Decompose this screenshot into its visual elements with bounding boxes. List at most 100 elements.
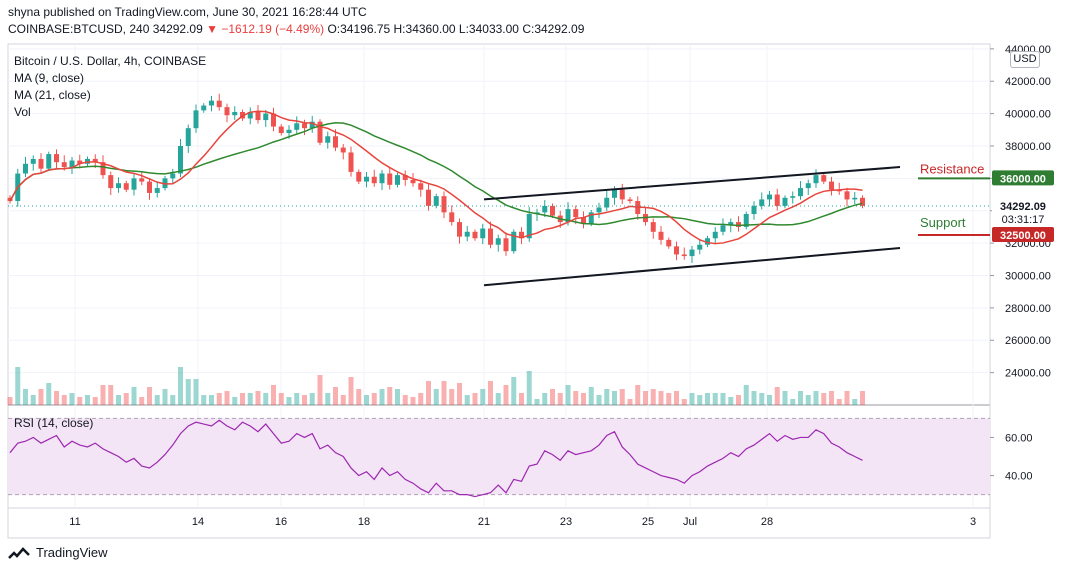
volume-legend[interactable]: Vol <box>14 105 31 119</box>
candle-body <box>495 238 501 245</box>
volume-bar <box>519 393 524 405</box>
resistance-label: Resistance <box>920 161 984 176</box>
price-tick-label: 42000.00 <box>1005 76 1051 88</box>
candle-body <box>7 197 13 202</box>
volume-bar <box>309 393 315 405</box>
volume-bar <box>588 387 594 405</box>
brand-name: TradingView <box>36 545 108 560</box>
candle-body <box>356 171 362 182</box>
volume-bar <box>410 397 416 405</box>
candle-body <box>402 175 408 180</box>
volume-bar <box>821 393 827 405</box>
volume-bar <box>697 395 703 405</box>
volume-bar <box>54 391 59 405</box>
candle-body <box>852 197 858 200</box>
candle-body <box>782 197 788 206</box>
volume-bar <box>38 389 44 405</box>
volume-bar <box>596 395 602 405</box>
volume-bar <box>565 385 571 405</box>
candle-body <box>278 126 284 134</box>
rsi-legend[interactable]: RSI (14, close) <box>14 416 94 430</box>
candle-body <box>488 228 493 245</box>
candle-body <box>178 145 183 174</box>
currency-button[interactable]: USD <box>1010 51 1040 68</box>
candle-body <box>767 194 772 200</box>
volume-bar <box>15 367 21 405</box>
candle-body <box>379 173 385 184</box>
volume-bar <box>402 395 408 405</box>
candle-body <box>604 197 610 208</box>
candle-body <box>619 189 625 200</box>
volume-bar <box>85 395 90 405</box>
volume-bar <box>61 395 67 405</box>
candle-body <box>790 196 796 198</box>
candle-body <box>464 231 470 237</box>
candle-body <box>697 244 703 250</box>
candle-body <box>46 154 52 169</box>
candle-body <box>100 162 106 176</box>
candle-body <box>759 199 765 206</box>
support-label: Support <box>920 215 966 230</box>
ma9-line <box>9 110 863 245</box>
volume-bar <box>100 385 106 405</box>
volume-bar <box>681 399 687 405</box>
volume-bar <box>294 393 300 405</box>
candle-body <box>511 231 517 252</box>
volume-bar <box>782 391 788 405</box>
candle-body <box>805 183 811 189</box>
rsi-line <box>9 419 863 498</box>
symbol-ohlc-bar: COINBASE:BTCUSD, 240 34292.09 ▼ −1612.19… <box>8 22 584 36</box>
volume-bar <box>340 395 346 405</box>
volume-bar <box>759 393 765 405</box>
volume-bar <box>619 389 625 405</box>
volume-bar <box>472 393 478 405</box>
candle-body <box>774 194 780 206</box>
volume-bar <box>325 393 331 405</box>
volume-bar <box>201 395 207 405</box>
candle-body <box>371 176 377 184</box>
volume-bar <box>116 395 121 405</box>
candle-body <box>395 175 400 185</box>
volume-bar <box>736 395 741 405</box>
volume-bar <box>650 389 656 405</box>
volume-bar <box>457 383 462 405</box>
volume-bar <box>356 389 362 405</box>
volume-bar <box>557 393 563 405</box>
symbol-label: COINBASE:BTCUSD, 240 <box>8 22 150 36</box>
candle-body <box>658 231 664 240</box>
volume-bar <box>480 389 486 405</box>
candle-body <box>720 225 726 232</box>
volume-bar <box>271 385 276 405</box>
price-label-last <box>992 198 1054 227</box>
candle-body <box>728 222 734 226</box>
ohlc-open: O:34196.75 <box>327 22 391 36</box>
candle-body <box>216 100 222 108</box>
candle-body <box>147 181 152 193</box>
volume-bar <box>240 393 245 405</box>
candle-body <box>23 163 28 174</box>
candle-body <box>519 231 524 239</box>
price-label-support <box>992 227 1054 243</box>
volume-bar <box>418 393 424 405</box>
candle-body <box>689 249 695 257</box>
candle-body <box>410 179 416 184</box>
candle-body <box>193 110 199 129</box>
volume-bar <box>364 395 369 405</box>
volume-bar <box>495 393 501 405</box>
candle-body <box>705 238 710 245</box>
candle-body <box>69 160 75 168</box>
candle-body <box>565 209 571 223</box>
candle-body <box>449 212 455 223</box>
candle-body <box>348 152 354 172</box>
volume-bar <box>333 387 338 405</box>
candle-body <box>426 189 431 206</box>
volume-bar <box>604 389 610 405</box>
volume-bar <box>441 381 447 405</box>
time-tick-label: 23 <box>560 516 572 528</box>
volume-bar <box>216 393 222 405</box>
volume-bar <box>798 391 803 405</box>
price-label-resistance <box>992 170 1054 186</box>
ma21-legend[interactable]: MA (21, close) <box>14 88 91 102</box>
ma9-legend[interactable]: MA (9, close) <box>14 71 85 85</box>
